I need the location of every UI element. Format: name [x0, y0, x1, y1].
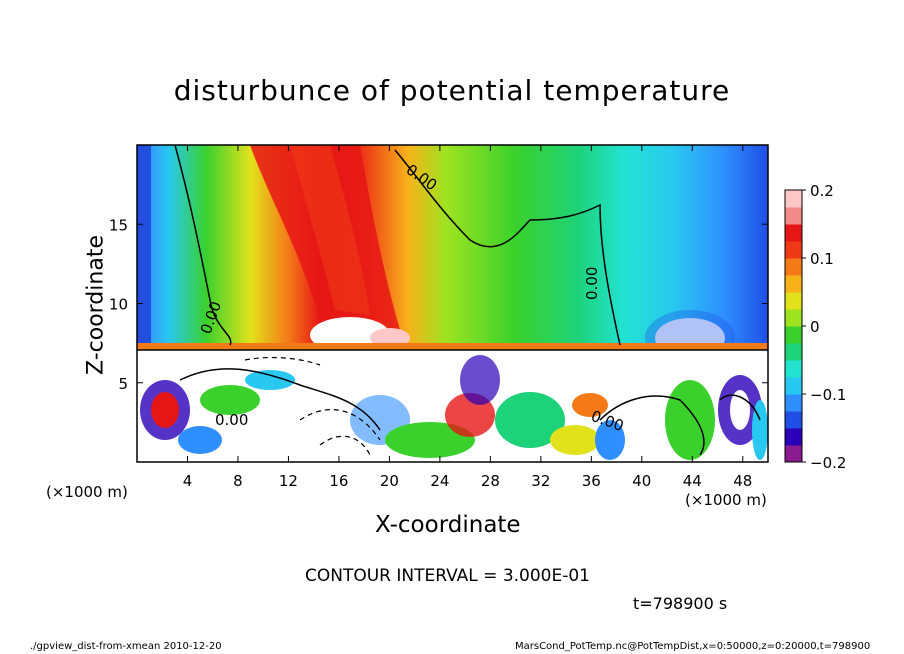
colorbar-swatch — [785, 428, 802, 446]
colorbar-tick-label: 0.2 — [810, 182, 834, 200]
x-tick-label: 36 — [582, 472, 601, 490]
colorbar — [785, 190, 802, 463]
contour-label: 0.00 — [215, 411, 248, 429]
left-edge-cold — [137, 145, 151, 350]
x-tick-label: 12 — [279, 472, 298, 490]
colorbar-ticks: 0.2 0.1 0 −0.1 −0.2 — [802, 182, 846, 472]
x-tick-label: 28 — [481, 472, 500, 490]
colorbar-tick-label: −0.1 — [810, 386, 846, 404]
turbulent-blobs — [140, 355, 768, 460]
x-unit-left: (×1000 m) — [46, 483, 128, 501]
x-axis-ticks: 4 8 12 16 20 24 28 32 36 40 44 48 — [183, 145, 752, 490]
colorbar-tick-label: −0.2 — [810, 454, 846, 472]
y-axis-ticks: 5 10 15 — [109, 216, 768, 393]
heatmap-field — [137, 145, 768, 462]
contour-label: 0.00 — [583, 267, 601, 300]
x-tick-label: 40 — [632, 472, 651, 490]
x-unit-right: (×1000 m) — [685, 491, 767, 509]
chart-title: disturbunce of potential temperature — [173, 74, 731, 107]
x-tick-label: 32 — [531, 472, 550, 490]
colorbar-swatch — [785, 275, 802, 293]
x-axis-label: X-coordinate — [375, 512, 521, 538]
colorbar-swatch — [785, 326, 802, 344]
y-tick-label: 10 — [109, 296, 128, 314]
y-axis-label: Z-coordinate — [83, 235, 109, 375]
x-tick-label: 20 — [380, 472, 399, 490]
footer-left: ./gpview_dist-from-xmean 2010-12-20 — [30, 641, 222, 652]
colorbar-swatch — [785, 343, 802, 361]
interface-band — [137, 343, 768, 350]
upper-field — [137, 145, 768, 350]
colorbar-swatch — [785, 394, 802, 412]
colorbar-swatch — [785, 190, 802, 208]
contour-lines — [137, 145, 768, 456]
time-label: t=798900 s — [633, 594, 728, 613]
colorbar-swatch — [785, 258, 802, 276]
x-tick-label: 8 — [233, 472, 243, 490]
colorbar-swatch — [785, 360, 802, 378]
colorbar-swatch — [785, 309, 802, 327]
colorbar-swatch — [785, 224, 802, 242]
footer-right: MarsCond_PotTemp.nc@PotTempDist,x=0:5000… — [515, 641, 871, 652]
y-tick-label: 15 — [109, 216, 128, 234]
x-tick-label: 16 — [329, 472, 348, 490]
y-tick-label: 5 — [118, 375, 128, 393]
x-tick-label: 4 — [183, 472, 193, 490]
x-tick-label: 44 — [683, 472, 702, 490]
colorbar-swatch — [785, 377, 802, 395]
warm-core — [290, 145, 370, 315]
colorbar-tick-label: 0.1 — [810, 250, 834, 268]
colorbar-swatch — [785, 411, 802, 429]
x-tick-label: 48 — [733, 472, 752, 490]
colorbar-swatch — [785, 445, 802, 463]
x-tick-label: 24 — [430, 472, 449, 490]
negative-contours — [244, 356, 381, 456]
colorbar-swatch — [785, 207, 802, 225]
colorbar-tick-label: 0 — [810, 318, 820, 336]
contour-interval: CONTOUR INTERVAL = 3.000E-01 — [305, 566, 590, 586]
colorbar-swatch — [785, 292, 802, 310]
colorbar-swatch — [785, 241, 802, 259]
